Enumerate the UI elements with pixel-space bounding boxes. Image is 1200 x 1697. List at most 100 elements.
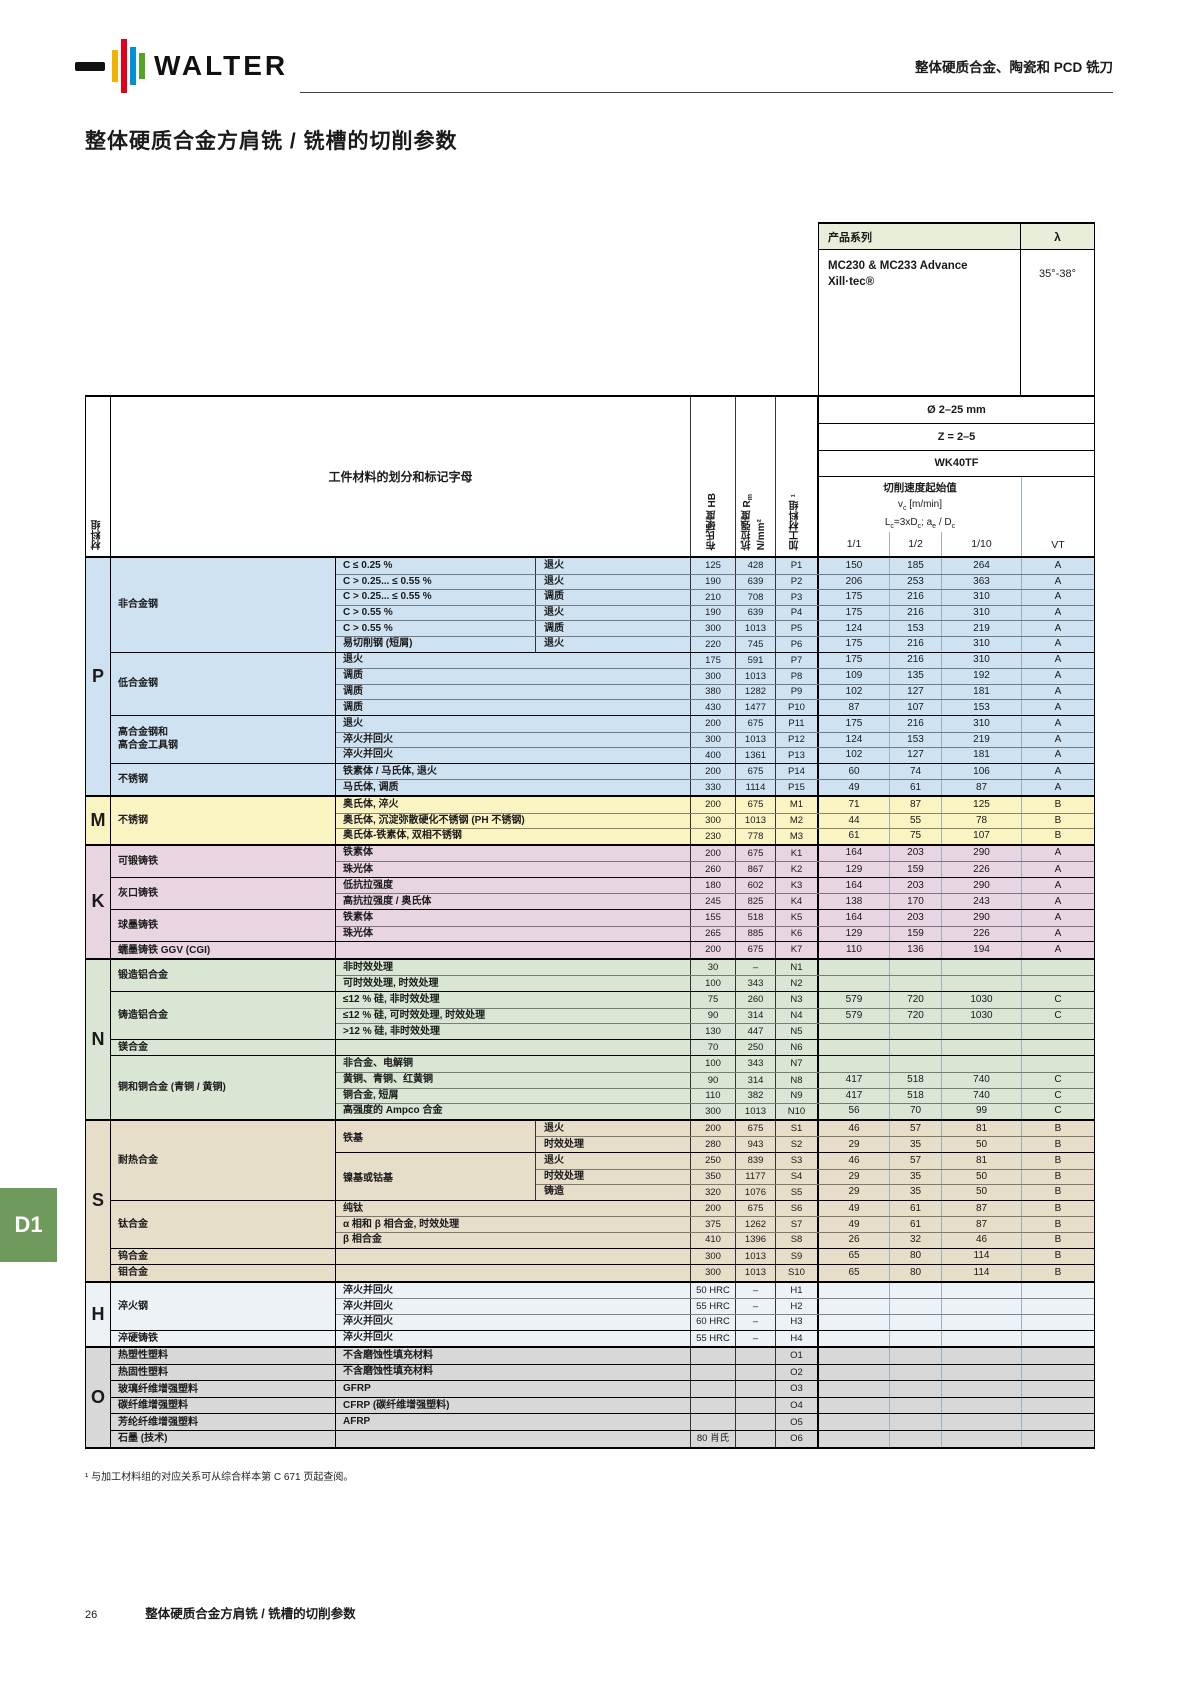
cell-tensile: 745 — [736, 636, 776, 652]
cell-material: AFRP — [336, 1414, 691, 1431]
cell-tensile: 428 — [736, 558, 776, 574]
material-subgroup: AFRP O5 — [336, 1414, 1094, 1431]
cell-material: CFRP (碳纤维增强塑料) — [336, 1397, 691, 1414]
cell-vc-1-10: 181 — [941, 684, 1021, 700]
cell-vc-1-2: 203 — [889, 910, 941, 926]
cell-vt: B — [1021, 1200, 1094, 1217]
cell-tensile: 1013 — [736, 1265, 776, 1281]
cell-vc-1-10 — [941, 1397, 1021, 1414]
cell-material-code: P7 — [776, 652, 819, 669]
cell-vc-1-1: 60 — [848, 765, 860, 777]
cell-vc-1-1 — [819, 1431, 889, 1447]
subgroup-list: 铁素体 155 518 K5 164 203 290 A 珠光体 265 885 K6 129 159 22… — [336, 910, 1094, 942]
cell-vc-1-1: 175 — [845, 654, 863, 666]
product-series-value: MC230 & MC233 Advance Xill·tec® — [819, 250, 1021, 395]
cell-vc-1-1 — [819, 1024, 889, 1039]
table-row: C > 0.55 % 退火 190 639 P4 175 216 310 A — [336, 604, 1094, 621]
cell-material: 可时效处理, 时效处理 — [336, 976, 691, 992]
cell-vc-1-1: 26 — [848, 1234, 860, 1246]
subgroup-list: 300 1013 S10 65 80 114 B — [336, 1265, 1094, 1281]
cell-state: 退火 — [536, 1120, 691, 1137]
table-row: CFRP (碳纤维增强塑料) O4 — [336, 1397, 1094, 1414]
cell-hardness: 200 — [691, 796, 736, 813]
cell-vc-1-2: 136 — [889, 942, 941, 958]
cell-material-code: O5 — [776, 1414, 819, 1431]
cell-vt — [1021, 1282, 1094, 1299]
cell-tensile: 675 — [736, 1200, 776, 1217]
cell-vt: A — [1021, 558, 1094, 574]
cell-hardness — [691, 1397, 736, 1414]
section-letter: O — [86, 1348, 111, 1447]
row-list: 淬火并回火 50 HRC – H1 淬火并回火 55 HRC – H2 淬火并回火 60 HRC –… — [336, 1282, 1094, 1330]
cell-hardness: 300 — [691, 621, 736, 636]
cell-material-code: P3 — [776, 590, 819, 605]
cell-vc-1-2 — [889, 1364, 941, 1381]
cell-tensile: 1013 — [736, 669, 776, 684]
cell-vc-1-1 — [819, 1348, 889, 1364]
cell-vc-1-1: 29 — [848, 1170, 860, 1182]
brand-wordmark: WALTER — [154, 50, 289, 81]
subgroup-list: 200 675 K7 110 136 194 A — [336, 942, 1094, 958]
cell-vc-1-2 — [889, 1414, 941, 1431]
cell-material-code: O6 — [776, 1431, 819, 1447]
cell-tensile — [736, 1431, 776, 1447]
subgroup-list: 80 肖氏 O6 — [336, 1431, 1094, 1447]
cell-vc-1-2: 135 — [889, 669, 941, 684]
tool-spec-header: Ø 2–25 mm Z = 2–5 WK40TF 切削速度起始值 vc [m/m… — [819, 397, 1094, 556]
material-group-axis-label: 材料组 — [91, 520, 103, 550]
cell-vc-1-10 — [941, 1314, 1021, 1330]
cell-hardness: 100 — [691, 976, 736, 992]
cell-tensile: 867 — [736, 862, 776, 877]
cell-vc-1-10: 87 — [941, 1200, 1021, 1217]
material-group-name: 石墨 (技术) — [111, 1431, 336, 1447]
row-list: 不含磨蚀性填充材料 O1 — [336, 1348, 1094, 1364]
material-group-row: 高合金钢和 高合金工具钢 退火 200 675 P11 175 216 310 A 淬火并回火 30… — [111, 714, 1094, 763]
table-header: 材料组 工件材料的划分和标记字母 布氏硬度 HB 抗拉强度 Rm N/mm² 加… — [86, 397, 1094, 558]
cell-tensile: 1013 — [736, 1248, 776, 1265]
cell-vc-1-2: 216 — [889, 652, 941, 669]
cell-vc-1-2: 216 — [889, 605, 941, 621]
cell-material-code: S8 — [776, 1232, 819, 1248]
cell-material: 调质 — [336, 684, 691, 700]
cell-material: 珠光体 — [336, 926, 691, 942]
table-row: 低抗拉强度 180 602 K3 164 203 290 A — [336, 877, 1094, 894]
cell-material: 退火 — [336, 652, 691, 669]
cell-vc-1-10: 81 — [941, 1152, 1021, 1169]
cell-material-code: P1 — [776, 558, 819, 574]
cell-hardness: 90 — [691, 1073, 736, 1088]
vt-header: VT — [1021, 477, 1094, 556]
material-subgroup: C ≤ 0.25 % 退火 125 428 P1 150 185 264 A C > 0.25..… — [336, 558, 1094, 652]
material-subgroup: 淬火并回火 55 HRC – H4 — [336, 1330, 1094, 1347]
cell-vc-1-10: 310 — [941, 605, 1021, 621]
cell-material-code: P14 — [776, 763, 819, 780]
cell-state: 退火 — [536, 605, 691, 621]
vc-title: 切削速度起始值 — [883, 482, 957, 495]
cell-hardness: 130 — [691, 1024, 736, 1039]
page-number: 26 — [85, 1609, 98, 1621]
cell-vc-1-2 — [889, 976, 941, 992]
cell-vc-1-2: 127 — [889, 748, 941, 763]
cell-vc-1-10: 50 — [941, 1169, 1021, 1185]
row-list: 铁素体 155 518 K5 164 203 290 A 珠光体 265 885 K6 129 159 22… — [336, 910, 1094, 942]
subgroup-label: 镍基或钴基 — [336, 1152, 536, 1200]
cell-hardness: 190 — [691, 605, 736, 621]
cell-vt: A — [1021, 763, 1094, 780]
group-list: 非合金钢 C ≤ 0.25 % 退火 125 428 P1 150 185 264 A C > 0.… — [111, 558, 1094, 795]
cell-vc-1-1: 44 — [848, 814, 860, 826]
table-row: 淬火并回火 50 HRC – H1 — [336, 1282, 1094, 1299]
subgroup-list: 淬火并回火 50 HRC – H1 淬火并回火 55 HRC – H2 淬火并回火 60 HRC –… — [336, 1282, 1094, 1330]
material-subgroup: 80 肖氏 O6 — [336, 1431, 1094, 1447]
cell-tensile: 1262 — [736, 1217, 776, 1232]
cell-hardness: 125 — [691, 558, 736, 574]
table-row: 高强度的 Ampco 合金 300 1013 N10 56 70 99 C — [336, 1103, 1094, 1119]
cell-tensile: 1013 — [736, 1104, 776, 1119]
cell-tensile — [736, 1348, 776, 1364]
material-subgroup: 铁素体 / 马氏体, 退火 200 675 P14 60 74 106 A 马氏体, 调质 330… — [336, 763, 1094, 795]
cell-vt: B — [1021, 1169, 1094, 1185]
cell-vc-1-2 — [889, 1299, 941, 1314]
cell-vt: A — [1021, 669, 1094, 684]
cell-vc-1-10: 81 — [941, 1120, 1021, 1137]
cell-vt — [1021, 1056, 1094, 1072]
cell-material: C > 0.55 % — [336, 605, 536, 621]
table-row: 退火 200 675 P11 175 216 310 A — [336, 715, 1094, 732]
